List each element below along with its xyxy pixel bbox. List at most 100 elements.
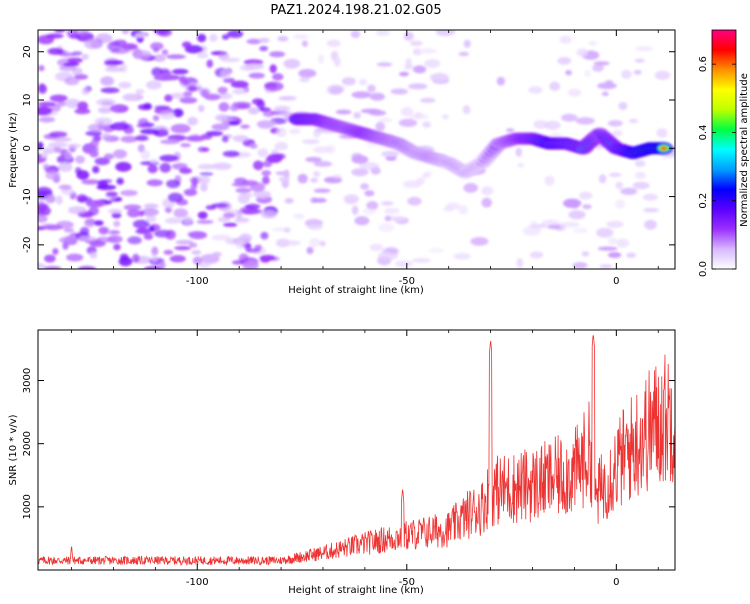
spectrogram-noise-blob <box>206 59 214 68</box>
spectrogram-noise-blob <box>248 72 265 79</box>
y-tick-label: -10 <box>22 188 33 204</box>
spectrogram-noise-blob <box>211 123 230 131</box>
spectrogram-noise-blob <box>560 221 580 228</box>
spectrogram-noise-blob <box>388 216 407 222</box>
spectrogram-noise-blob <box>198 104 205 113</box>
spectrogram-noise-blob <box>618 102 628 110</box>
snr-x-axis-label: Height of straight line (km) <box>288 585 424 596</box>
spectrogram-noise-blob <box>182 41 192 48</box>
spectrogram-noise-blob <box>250 182 266 192</box>
spectrogram-noise-blob <box>221 135 229 143</box>
spectrogram-noise-blob <box>107 41 123 52</box>
spectrogram-noise-blob <box>38 202 49 212</box>
spectrogram-noise-blob <box>626 252 636 258</box>
spectrogram-noise-blob <box>269 51 286 58</box>
spectrogram-noise-blob <box>257 148 269 158</box>
spectrogram-noise-blob <box>597 246 618 251</box>
spectrogram-noise-blob <box>137 104 151 111</box>
spectrogram-noise-blob <box>615 181 623 190</box>
spectrogram-noise-blob <box>306 246 314 255</box>
spectrogram-noise-blob <box>584 70 591 77</box>
spectrogram-noise-blob <box>49 94 68 103</box>
spectrogram-noise-blob <box>572 262 588 269</box>
spectrogram-noise-blob <box>301 139 320 145</box>
spectrogram-noise-blob <box>259 254 276 261</box>
ridge-core <box>660 146 668 151</box>
spectrogram-noise-blob <box>166 179 181 189</box>
spectrogram-noise-blob <box>278 176 290 182</box>
spectrogram-noise-blob <box>107 235 123 244</box>
spectrogram-noise-blob <box>42 147 55 155</box>
spectrogram-noise-blob <box>458 205 468 215</box>
spectrogram-noise-blob <box>84 39 102 50</box>
spectrogram-noise-blob <box>269 64 277 73</box>
spectrogram-noise-blob <box>517 162 524 168</box>
spectrogram-noise-blob <box>244 203 261 210</box>
spectrogram-noise-blob <box>123 204 142 211</box>
spectrogram-noise-blob <box>411 257 431 263</box>
spectrogram-noise-blob <box>249 143 258 149</box>
spectrogram-noise-blob <box>192 256 203 265</box>
colorbar-frame <box>711 29 737 270</box>
spectrogram-noise-blob <box>196 219 214 224</box>
spectrogram-noise-blob <box>236 209 243 220</box>
spectrogram-noise-blob <box>113 243 121 251</box>
spectrogram-noise-blob <box>137 118 149 127</box>
spectrogram-noise-blob <box>118 256 133 267</box>
spectrogram-noise-blob <box>84 218 95 228</box>
spectrogram-noise-blob <box>143 233 154 240</box>
spectrogram-noise-blob <box>133 50 152 60</box>
spectrogram-noise-blob <box>301 40 308 47</box>
spectrogram-noise-blob <box>150 159 159 164</box>
snr-axes: -100 -50 0 1000 2000 3000 <box>22 330 675 588</box>
spectrogram-noise-blob <box>161 49 169 56</box>
spectrogram-noise-blob <box>209 33 218 42</box>
spectrogram-noise-blob <box>312 146 333 154</box>
spectrogram-noise-blob <box>398 118 418 127</box>
colorbar-tick-label: 0.6 <box>698 56 709 72</box>
spectrogram-noise-blob <box>409 40 423 46</box>
spectrogram-noise-blob <box>353 112 362 119</box>
spectrogram-noise-blob <box>293 213 305 219</box>
spectrogram-noise-blob <box>221 34 230 40</box>
spectrogram-noise-blob <box>257 120 274 129</box>
spectrogram-noise-blob <box>196 52 209 59</box>
spectrogram-noise-blob <box>43 266 62 269</box>
spectrogram-noise-blob <box>157 30 172 37</box>
colorbar-tick-label: 0.0 <box>698 261 709 277</box>
spectrogram-noise-blob <box>601 91 609 97</box>
spectrogram-noise-blob <box>656 128 668 138</box>
spectrogram-noise-blob <box>582 204 592 210</box>
spectrogram-noise-blob <box>351 205 359 215</box>
spectrogram-noise-blob <box>359 162 380 170</box>
spectrogram-noise-blob <box>143 203 159 209</box>
spectrogram-noise-blob <box>89 252 98 259</box>
spectrogram-noise-blob <box>113 220 121 227</box>
colorbar-tick-label: 0.4 <box>698 124 709 140</box>
spectrogram-noise-blob <box>164 229 176 240</box>
spectrogram-noise-blob <box>43 163 49 171</box>
spectrogram-noise-blob <box>122 93 137 102</box>
spectrogram-marks <box>38 30 675 269</box>
snr-background <box>38 330 675 570</box>
spectrogram-noise-blob <box>47 142 68 148</box>
spectrogram-noise-blob <box>217 216 231 223</box>
spectrogram-noise-blob <box>634 58 645 63</box>
spectrogram-noise-blob <box>64 76 80 86</box>
spectrogram-noise-blob <box>66 253 84 262</box>
spectrogram-noise-blob <box>262 109 275 118</box>
spectrogram-noise-blob <box>319 240 326 247</box>
spectrogram-noise-blob <box>341 77 356 86</box>
spectrogram-noise-blob <box>260 231 269 240</box>
colorbar-tick-label: 0.2 <box>698 193 709 209</box>
y-tick-label: -20 <box>22 237 33 253</box>
spectrogram-noise-blob <box>333 57 341 67</box>
spectrogram-noise-blob <box>72 51 83 56</box>
spectrogram-noise-blob <box>318 54 324 64</box>
figure-title: PAZ1.2024.198.21.02.G05 <box>270 3 441 18</box>
spectrogram-noise-blob <box>52 137 72 142</box>
spectrogram-noise-blob <box>44 254 56 263</box>
spectrogram-noise-blob <box>369 243 384 251</box>
spectrogram-noise-blob <box>223 77 235 84</box>
